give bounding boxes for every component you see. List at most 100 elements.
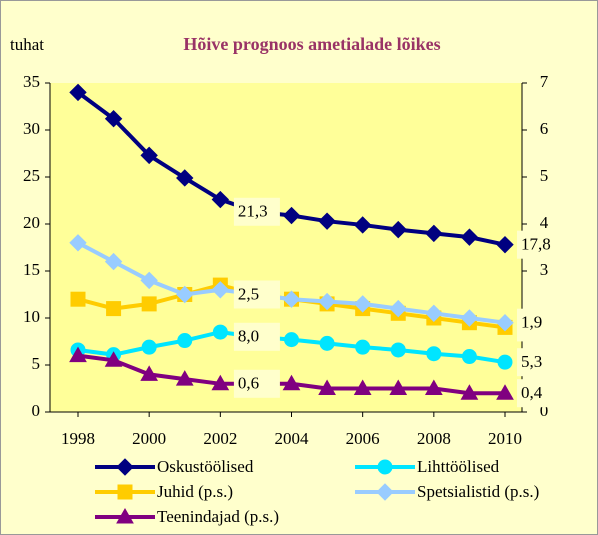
legend-label: Lihttöölised [417, 457, 500, 476]
legend-marker [376, 483, 394, 501]
data-point [70, 291, 86, 307]
data-point [211, 190, 230, 209]
data-label-box [233, 197, 280, 226]
data-label-box [517, 230, 563, 259]
data-point [104, 252, 123, 271]
data-point [460, 309, 479, 327]
data-label: 17,8 [521, 235, 551, 254]
data-point [141, 339, 157, 355]
y-axis-label: tuhat [10, 35, 44, 54]
y-tick-label: 15 [23, 260, 40, 279]
data-point [460, 384, 479, 400]
legend-marker [116, 507, 134, 524]
x-tick-label: 2008 [417, 429, 451, 448]
data-point [426, 346, 442, 362]
data-point [389, 220, 407, 239]
y-tick-label: 20 [23, 213, 40, 232]
legend-label: Juhid (p.s.) [157, 482, 233, 501]
plot-area [50, 83, 522, 412]
data-point [282, 290, 301, 308]
data-point [69, 83, 87, 102]
y-tick-label: 5 [32, 354, 41, 373]
data-point [284, 332, 299, 348]
data-point [282, 374, 301, 391]
data-label-box [233, 369, 280, 398]
x-tick-label: 2002 [203, 429, 237, 448]
x-tick-label: 2004 [275, 429, 310, 448]
data-point [318, 292, 336, 311]
data-label-box [517, 348, 563, 377]
data-point [424, 379, 443, 395]
data-point [69, 234, 87, 252]
data-point [461, 349, 477, 365]
data-point [211, 374, 230, 391]
data-point [353, 295, 372, 313]
data-label: 2,5 [238, 284, 259, 303]
x-tick-label: 2006 [346, 429, 380, 448]
data-point [389, 379, 408, 395]
data-point [425, 304, 443, 323]
data-point [460, 228, 479, 246]
data-point [140, 365, 159, 381]
data-label-box [517, 379, 563, 408]
data-point [141, 296, 157, 312]
y-tick-label: 10 [23, 307, 40, 326]
data-label: 0,4 [521, 383, 543, 402]
data-label-box [517, 308, 563, 337]
y2-tick-label: 5 [540, 166, 549, 185]
data-point [175, 370, 194, 386]
data-point [319, 335, 335, 351]
data-label-box [233, 322, 280, 351]
x-tick-label: 1998 [61, 429, 95, 448]
y-tick-label: 0 [32, 401, 41, 420]
data-point [140, 271, 158, 290]
data-point [104, 351, 123, 367]
data-point [212, 324, 228, 340]
y2-tick-label: 7 [540, 72, 549, 91]
data-point [355, 339, 371, 355]
y2-tick-label: 6 [540, 119, 549, 138]
y2-tick-label: 0 [540, 401, 549, 420]
x-tick-label: 2000 [132, 429, 166, 448]
data-point [318, 212, 336, 230]
legend-label: Teenindajad (p.s.) [157, 507, 279, 526]
x-tick-label: 2010 [488, 429, 522, 448]
data-point [282, 206, 301, 225]
data-point [176, 285, 194, 304]
data-point [176, 169, 194, 187]
y2-tick-label: 4 [540, 213, 549, 232]
data-point [496, 384, 514, 400]
data-point [496, 235, 514, 254]
data-point [425, 224, 443, 243]
legend-marker [377, 459, 393, 475]
data-label: 21,3 [238, 202, 268, 221]
data-label: 0,6 [238, 374, 259, 393]
chart-title: Hõive prognoos ametialade lõikes [183, 34, 440, 54]
y-tick-label: 25 [23, 166, 40, 185]
legend-label: Oskustöölised [157, 457, 254, 476]
data-point [211, 281, 230, 299]
data-point [389, 299, 407, 318]
data-point [353, 216, 372, 234]
y-tick-label: 35 [23, 72, 40, 91]
legend-label: Spetsialistid (p.s.) [417, 482, 539, 501]
data-point [140, 146, 158, 165]
data-label: 8,0 [238, 327, 259, 346]
data-point [104, 110, 123, 128]
y-tick-label: 30 [23, 119, 40, 138]
legend-marker [117, 484, 133, 500]
data-label: 1,9 [521, 313, 542, 332]
data-point [106, 301, 122, 317]
data-label: 5,3 [521, 352, 542, 371]
data-point [497, 354, 513, 370]
data-point [318, 379, 336, 395]
y2-tick-label: 3 [540, 260, 549, 279]
data-point [177, 333, 193, 349]
data-label-box [233, 280, 280, 309]
data-point [390, 342, 406, 358]
data-point [496, 313, 514, 332]
data-point [353, 379, 372, 395]
data-point [69, 346, 87, 363]
legend-marker [116, 458, 134, 476]
